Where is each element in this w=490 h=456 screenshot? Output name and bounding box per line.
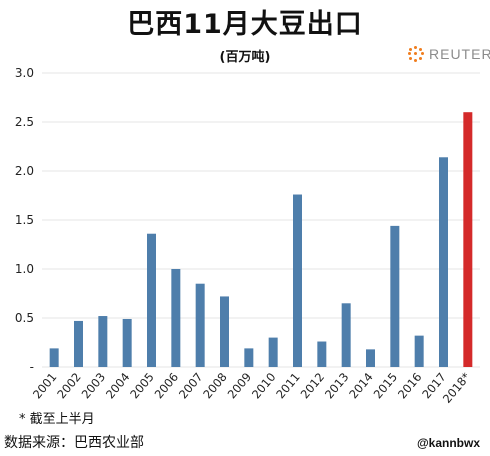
x-tick-label: 2018*	[440, 370, 473, 406]
source-note: 数据来源：巴西农业部	[4, 435, 144, 451]
bar	[98, 316, 108, 367]
x-tick-label: 2005	[127, 370, 157, 401]
x-tick-label: 2011	[273, 370, 303, 401]
reuters-brand: REUTERS	[408, 46, 490, 62]
bar	[49, 348, 59, 367]
bar	[220, 296, 229, 367]
x-tick-label: 2004	[103, 370, 133, 401]
reuters-brand-name: REUTERS	[429, 46, 490, 62]
y-tick-label: 1.5	[15, 213, 34, 227]
y-tick-label: 2.0	[15, 164, 34, 178]
x-tick-label: 2007	[176, 370, 206, 401]
bar	[341, 303, 351, 367]
author-handle: @kannbwx	[416, 436, 480, 450]
bar	[74, 320, 83, 367]
bar	[171, 269, 181, 367]
chart-title: 巴西11月大豆出口	[127, 9, 363, 40]
bar	[463, 112, 473, 367]
bar	[293, 194, 302, 367]
bar	[439, 157, 448, 367]
y-tick-label: 3.0	[15, 66, 34, 80]
y-tick-label: 2.5	[15, 115, 34, 129]
x-tick-label: 2015	[371, 370, 401, 401]
x-tick-label: 2003	[79, 370, 109, 401]
y-tick-label: -	[30, 360, 34, 374]
bar	[122, 318, 132, 367]
bar	[317, 341, 327, 367]
x-tick-label: 2002	[54, 370, 84, 401]
x-tick-label: 2012	[298, 370, 328, 401]
x-tick-label: 2014	[346, 370, 376, 401]
bar	[390, 225, 400, 367]
bar	[244, 348, 254, 367]
x-tick-label: 2001	[30, 370, 60, 401]
x-tick-label: 2010	[249, 370, 279, 401]
x-tick-label: 2006	[152, 370, 182, 401]
bar	[147, 233, 156, 367]
bar	[195, 283, 205, 367]
bar	[366, 349, 375, 367]
footnote: * 截至上半月	[19, 412, 95, 427]
bar	[414, 335, 424, 367]
x-tick-label: 2008	[200, 370, 230, 401]
y-tick-label: 0.5	[15, 311, 34, 325]
x-tick-label: 2013	[322, 370, 352, 401]
x-tick-label: 2016	[395, 370, 425, 401]
bar	[268, 337, 278, 367]
chart-subtitle: (百万吨)	[219, 50, 271, 65]
reuters-logo-icon	[408, 46, 424, 62]
x-tick-label: 2009	[225, 370, 255, 401]
y-tick-label: 1.0	[15, 262, 34, 276]
